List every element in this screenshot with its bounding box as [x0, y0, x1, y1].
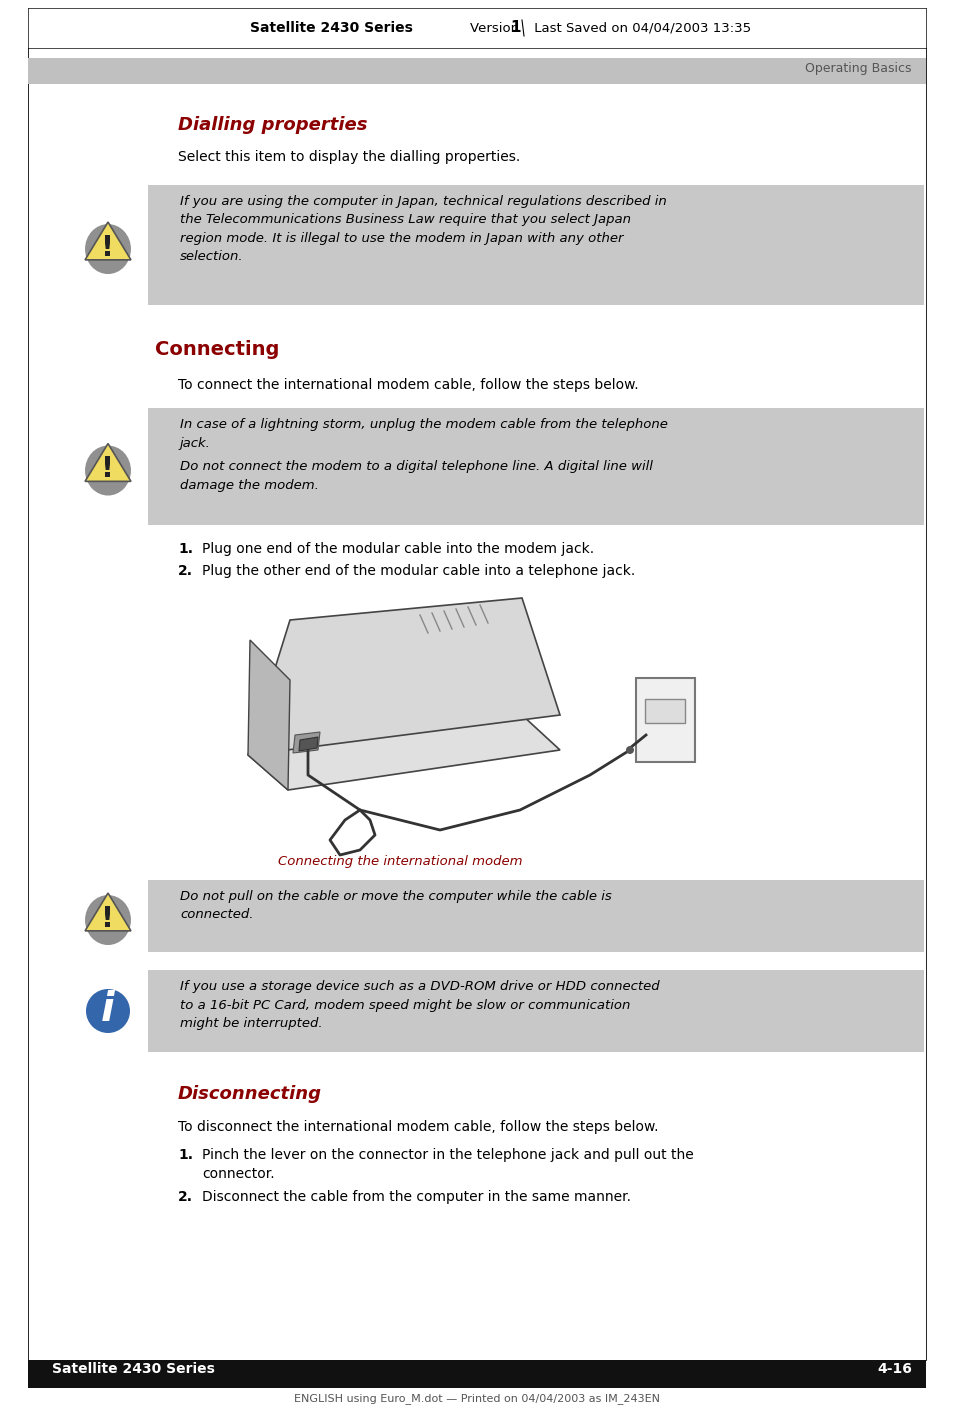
FancyBboxPatch shape — [28, 58, 925, 84]
Ellipse shape — [85, 445, 131, 496]
Polygon shape — [248, 598, 559, 755]
Text: 4-16: 4-16 — [876, 1362, 911, 1376]
Circle shape — [625, 746, 634, 755]
Text: To connect the international modem cable, follow the steps below.: To connect the international modem cable… — [178, 377, 638, 391]
Polygon shape — [293, 732, 319, 753]
Text: !: ! — [101, 234, 114, 262]
Text: If you are using the computer in Japan, technical regulations described in
the T: If you are using the computer in Japan, … — [180, 194, 666, 263]
Text: Satellite 2430 Series: Satellite 2430 Series — [250, 21, 413, 35]
Text: 2.: 2. — [178, 565, 193, 579]
Text: Pinch the lever on the connector in the telephone jack and pull out the
connecto: Pinch the lever on the connector in the … — [202, 1148, 693, 1181]
FancyBboxPatch shape — [28, 1360, 925, 1388]
FancyBboxPatch shape — [148, 970, 923, 1052]
Polygon shape — [85, 444, 131, 482]
Polygon shape — [85, 222, 131, 260]
Polygon shape — [248, 641, 290, 790]
Text: Select this item to display the dialling properties.: Select this item to display the dialling… — [178, 151, 519, 163]
Text: Dialling properties: Dialling properties — [178, 115, 367, 134]
FancyBboxPatch shape — [636, 679, 695, 762]
Text: Disconnect the cable from the computer in the same manner.: Disconnect the cable from the computer i… — [202, 1190, 630, 1204]
Polygon shape — [85, 893, 131, 931]
Text: Plug the other end of the modular cable into a telephone jack.: Plug the other end of the modular cable … — [202, 565, 635, 579]
Text: 2.: 2. — [178, 1190, 193, 1204]
Text: !: ! — [101, 905, 114, 932]
Text: Do not pull on the cable or move the computer while the cable is
connected.: Do not pull on the cable or move the com… — [180, 890, 611, 921]
Text: 1.: 1. — [178, 1148, 193, 1162]
Ellipse shape — [85, 224, 131, 275]
Ellipse shape — [85, 895, 131, 945]
Text: i: i — [101, 990, 114, 1029]
Text: Do not connect the modem to a digital telephone line. A digital line will
damage: Do not connect the modem to a digital te… — [180, 460, 652, 491]
Polygon shape — [248, 715, 559, 790]
Text: To disconnect the international modem cable, follow the steps below.: To disconnect the international modem ca… — [178, 1119, 658, 1133]
Circle shape — [86, 988, 130, 1033]
Text: Operating Basics: Operating Basics — [804, 62, 911, 75]
Text: Disconnecting: Disconnecting — [178, 1086, 322, 1102]
FancyBboxPatch shape — [148, 880, 923, 952]
Text: Connecting the international modem: Connecting the international modem — [277, 855, 521, 867]
Text: ENGLISH using Euro_M.dot — Printed on 04/04/2003 as IM_243EN: ENGLISH using Euro_M.dot — Printed on 04… — [294, 1393, 659, 1404]
FancyBboxPatch shape — [148, 408, 923, 525]
Text: Last Saved on 04/04/2003 13:35: Last Saved on 04/04/2003 13:35 — [530, 21, 750, 35]
Text: Version: Version — [470, 21, 523, 35]
FancyBboxPatch shape — [148, 184, 923, 306]
Text: Satellite 2430 Series: Satellite 2430 Series — [52, 1362, 214, 1376]
Text: Plug one end of the modular cable into the modem jack.: Plug one end of the modular cable into t… — [202, 542, 594, 556]
Polygon shape — [298, 736, 317, 750]
FancyBboxPatch shape — [644, 698, 684, 722]
Text: !: ! — [101, 455, 114, 483]
Text: In case of a lightning storm, unplug the modem cable from the telephone
jack.: In case of a lightning storm, unplug the… — [180, 418, 667, 449]
Text: If you use a storage device such as a DVD-ROM drive or HDD connected
to a 16-bit: If you use a storage device such as a DV… — [180, 980, 659, 1031]
Text: 1.: 1. — [178, 542, 193, 556]
Text: Connecting: Connecting — [154, 339, 279, 359]
Text: 1: 1 — [510, 21, 520, 35]
